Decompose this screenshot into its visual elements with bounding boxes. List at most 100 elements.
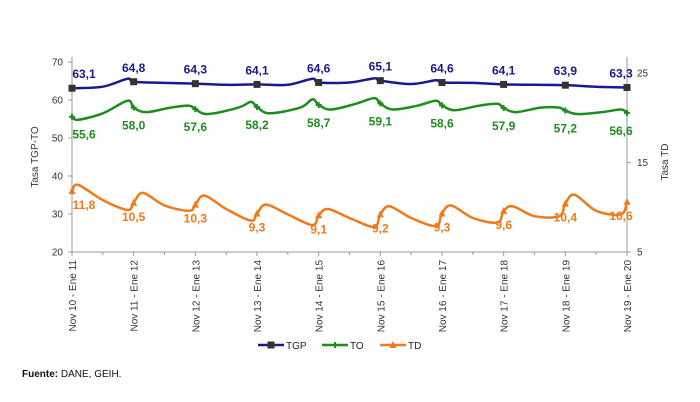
- td-data-label: 10,3: [184, 212, 208, 226]
- to-marker: [562, 107, 569, 114]
- to-marker: [130, 104, 137, 111]
- right-axis-label: Tasa TD: [660, 143, 671, 180]
- tgp-marker: [561, 81, 569, 89]
- left-tick-label: 50: [52, 134, 64, 145]
- tgp-marker: [376, 77, 384, 85]
- tgp-data-label: 63,9: [554, 64, 578, 78]
- to-marker: [439, 102, 445, 109]
- series-to: [69, 96, 630, 122]
- to-data-label: 55,6: [72, 128, 96, 142]
- td-marker: [438, 209, 446, 217]
- td-data-label: 9,2: [372, 221, 389, 235]
- to-data-label: 56,6: [609, 124, 633, 138]
- td-marker: [130, 198, 138, 206]
- right-tick-label: 5: [637, 248, 643, 259]
- left-tick-label: 70: [52, 58, 64, 69]
- td-data-label: 9,6: [495, 218, 512, 232]
- tgp-marker: [500, 80, 508, 88]
- to-data-label: 59,1: [369, 114, 393, 128]
- tgp-marker: [315, 79, 323, 87]
- series-tgp: [68, 77, 631, 92]
- x-tick-label: Nov 14 - Ene 15: [315, 260, 326, 333]
- to-data-label: 57,2: [554, 122, 578, 136]
- tgp-data-label: 64,6: [307, 62, 331, 76]
- tgp-data-label: 64,8: [122, 61, 146, 75]
- to-data-label: 58,2: [245, 118, 269, 132]
- tgp-data-label: 64,3: [184, 63, 208, 77]
- x-tick-label: Nov 17 - Ene 18: [500, 260, 511, 333]
- td-marker: [315, 211, 323, 219]
- source-label: Fuente:: [22, 369, 59, 380]
- tgp-data-label: 64,6: [430, 62, 454, 76]
- td-line: [70, 183, 629, 229]
- td-data-label: 9,3: [434, 221, 451, 235]
- x-tick-label: Nov 12 - Ene 13: [191, 260, 202, 333]
- left-tick-label: 60: [52, 96, 64, 107]
- td-marker: [500, 206, 508, 214]
- tgp-marker: [191, 80, 199, 88]
- left-axis-label: Tasa TGP-TO: [30, 126, 41, 188]
- x-tick-label: Nov 15 - Ene 16: [376, 260, 387, 333]
- tgp-marker: [68, 84, 76, 92]
- left-tick-label: 30: [52, 210, 64, 221]
- to-marker: [254, 103, 260, 110]
- to-data-label: 58,0: [122, 119, 146, 133]
- x-tick-label: Nov 11 - Ene 12: [130, 260, 141, 332]
- to-marker: [624, 109, 630, 116]
- to-marker: [315, 101, 322, 108]
- tgp-line: [71, 77, 628, 90]
- to-marker: [69, 113, 75, 120]
- tgp-data-label: 64,1: [492, 63, 516, 77]
- tgp-marker: [623, 83, 631, 91]
- td-data-label: 11,8: [73, 198, 96, 212]
- legend-marker: [267, 341, 275, 349]
- x-tick-label: Nov 19 - Ene 20: [623, 260, 634, 333]
- right-tick-label: 15: [637, 158, 649, 169]
- to-data-label: 57,9: [492, 119, 516, 133]
- td-data-label: 10,4: [554, 211, 578, 225]
- td-data-label: 10,6: [609, 209, 633, 223]
- legend-label: TO: [350, 341, 364, 352]
- x-tick-label: Nov 18 - Ene 19: [561, 260, 572, 333]
- legend-item-to: TO: [322, 341, 364, 352]
- tgp-marker: [130, 78, 138, 86]
- td-marker: [623, 197, 631, 205]
- to-marker: [377, 100, 384, 107]
- left-tick-label: 20: [52, 248, 64, 259]
- td-data-label: 9,3: [249, 221, 266, 235]
- td-marker: [191, 200, 199, 208]
- legend-item-td: TD: [380, 341, 421, 352]
- tgp-data-label: 63,3: [609, 66, 633, 80]
- legend-label: TD: [408, 341, 421, 352]
- x-tick-label: Nov 13 - Ene 14: [253, 260, 264, 333]
- td-marker: [253, 209, 261, 217]
- series-td: [68, 183, 631, 229]
- legend-marker: [389, 341, 397, 348]
- to-data-label: 58,6: [430, 116, 454, 130]
- right-tick-label: 25: [637, 69, 649, 80]
- x-tick-label: Nov 10 - Ene 11: [68, 260, 79, 332]
- td-marker: [561, 199, 569, 207]
- td-marker: [376, 210, 384, 218]
- to-line: [71, 96, 628, 122]
- legend-item-tgp: TGP: [258, 341, 307, 352]
- to-data-label: 58,7: [307, 116, 331, 130]
- legend-label: TGP: [286, 341, 307, 352]
- source-note: Fuente: DANE, GEIH.: [22, 369, 121, 380]
- tgp-marker: [438, 79, 446, 87]
- tgp-data-label: 63,1: [72, 67, 96, 81]
- source-text: DANE, GEIH.: [58, 369, 122, 380]
- tgp-marker: [253, 80, 261, 88]
- td-marker: [68, 187, 76, 195]
- td-data-label: 10,5: [122, 210, 146, 224]
- tgp-data-label: 65,1: [369, 60, 393, 74]
- tgp-data-label: 64,1: [245, 63, 269, 77]
- to-marker: [192, 106, 199, 113]
- td-data-label: 9,1: [310, 222, 327, 236]
- x-tick-label: Nov 16 - Ene 17: [438, 260, 449, 333]
- to-marker: [500, 104, 507, 111]
- to-data-label: 57,6: [184, 120, 208, 134]
- left-tick-label: 40: [52, 172, 64, 183]
- legend-marker: [332, 342, 338, 348]
